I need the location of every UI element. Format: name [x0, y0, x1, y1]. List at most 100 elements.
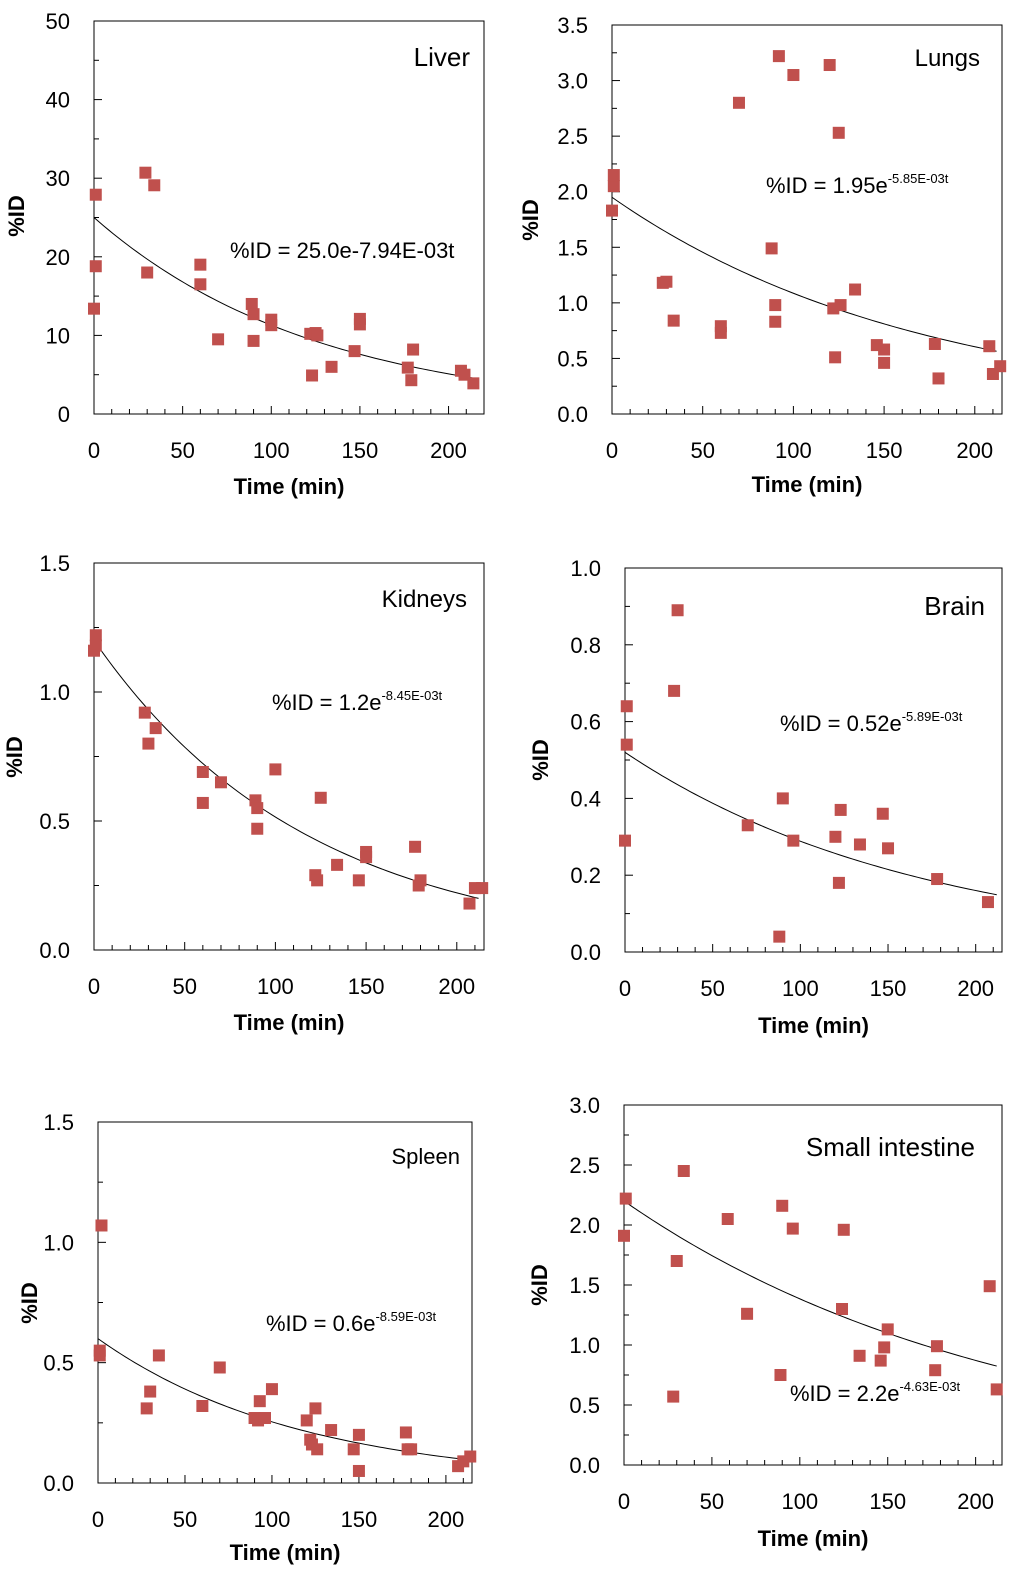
y-tick-label: 0: [58, 402, 70, 427]
x-tick-label: 150: [866, 438, 903, 463]
x-tick-label: 150: [870, 976, 907, 1001]
y-tick-label: 0.5: [43, 1351, 74, 1376]
data-point: [405, 1443, 418, 1456]
data-point: [667, 314, 680, 327]
x-tick-label: 100: [781, 1489, 818, 1514]
data-point: [140, 1402, 153, 1415]
data-point: [196, 1399, 209, 1412]
fit-curve: [93, 640, 479, 899]
x-tick-label: 100: [775, 438, 812, 463]
data-point: [213, 1361, 226, 1374]
y-tick-label: 20: [46, 245, 70, 270]
data-point: [300, 1414, 313, 1427]
data-point: [89, 639, 102, 652]
data-point: [141, 266, 154, 279]
y-tick-label: 0.0: [570, 940, 601, 965]
y-tick-label: 1.0: [569, 1333, 600, 1358]
data-point: [360, 851, 373, 864]
data-point: [607, 169, 620, 182]
data-point: [772, 50, 785, 63]
y-tick-label: 0.0: [569, 1453, 600, 1478]
data-point: [668, 684, 681, 697]
data-point: [309, 1402, 322, 1415]
y-tick-label: 1.0: [43, 1230, 74, 1255]
data-point: [618, 1229, 630, 1242]
data-point: [878, 1341, 891, 1354]
data-point: [874, 1354, 887, 1367]
fit-equation: %ID = 0.52e-5.89E-03t: [780, 709, 963, 736]
data-point: [677, 1165, 690, 1177]
data-point: [823, 59, 836, 72]
plot-frame: [611, 24, 1003, 415]
y-tick-label: 2.5: [557, 124, 588, 149]
equation-base: %ID = 1.95e: [766, 173, 888, 198]
data-point: [741, 1307, 754, 1320]
y-axis-title: %ID: [528, 739, 553, 781]
data-point: [194, 278, 207, 291]
data-point: [144, 1385, 157, 1398]
plot-frame: [97, 1121, 473, 1484]
data-point: [990, 1383, 1003, 1396]
x-axis-title: Time (min): [234, 1010, 345, 1035]
y-tick-label: 0.5: [569, 1393, 600, 1418]
data-point: [832, 126, 845, 139]
fit-equation: %ID = 2.2e-4.63E-03t: [790, 1379, 961, 1406]
data-point: [787, 834, 800, 847]
y-tick-label: 30: [46, 166, 70, 191]
data-point: [89, 260, 102, 273]
y-tick-label: 0.5: [557, 346, 588, 371]
data-point: [983, 1280, 996, 1293]
y-axis-title: %ID: [518, 199, 543, 241]
data-point: [667, 1390, 680, 1403]
equation-base: %ID = 25.0e-7.94E-03t: [230, 238, 454, 263]
x-axis-title: Time (min): [230, 1540, 341, 1565]
data-point: [671, 604, 684, 617]
x-tick-label: 200: [957, 1489, 994, 1514]
plot-frame: [93, 20, 485, 415]
data-point: [311, 874, 324, 887]
x-tick-label: 100: [257, 974, 294, 999]
equation-exponent: -8.59E-03t: [375, 1309, 436, 1324]
data-point: [253, 1395, 266, 1408]
data-point: [148, 179, 161, 192]
data-point: [769, 315, 782, 328]
data-point: [149, 722, 162, 735]
y-axis-title: %ID: [4, 195, 29, 237]
y-axis-title: %ID: [2, 736, 27, 778]
y-tick-label: 0.5: [39, 809, 70, 834]
data-point: [138, 706, 151, 719]
data-point: [732, 96, 745, 109]
panel-liver: 0 50 100 150 200 0 10 20 30 40 50 Time (min) %ID Live…: [4, 9, 485, 499]
data-point: [619, 834, 631, 847]
data-point: [881, 1323, 894, 1336]
data-point: [853, 838, 866, 851]
plot-frame: [93, 562, 485, 951]
data-point: [619, 1192, 632, 1205]
data-point: [352, 874, 365, 887]
data-point: [786, 1222, 799, 1235]
equation-base: %ID = 1.2e: [272, 690, 381, 715]
data-point: [620, 738, 633, 751]
data-point: [88, 302, 100, 315]
data-point: [348, 345, 361, 358]
x-tick-label: 200: [430, 438, 467, 463]
panel-title: Brain: [924, 591, 985, 621]
x-tick-label: 50: [170, 438, 194, 463]
data-point: [414, 874, 427, 887]
y-tick-label: 1.0: [570, 556, 601, 581]
x-tick-label: 200: [956, 438, 993, 463]
equation-exponent: -5.89E-03t: [902, 709, 963, 724]
data-point: [325, 1424, 338, 1437]
data-point: [464, 1450, 477, 1463]
x-tick-label: 50: [700, 1489, 724, 1514]
data-point: [853, 1349, 866, 1362]
data-point: [876, 807, 889, 820]
fit-equation: %ID = 0.6e-8.59E-03t: [266, 1309, 437, 1336]
panel-title: Spleen: [391, 1144, 460, 1169]
y-tick-label: 1.5: [569, 1273, 600, 1298]
y-tick-label: 2.0: [557, 180, 588, 205]
x-tick-label: 0: [88, 974, 100, 999]
y-tick-label: 0.2: [570, 863, 601, 888]
data-point: [928, 337, 941, 350]
